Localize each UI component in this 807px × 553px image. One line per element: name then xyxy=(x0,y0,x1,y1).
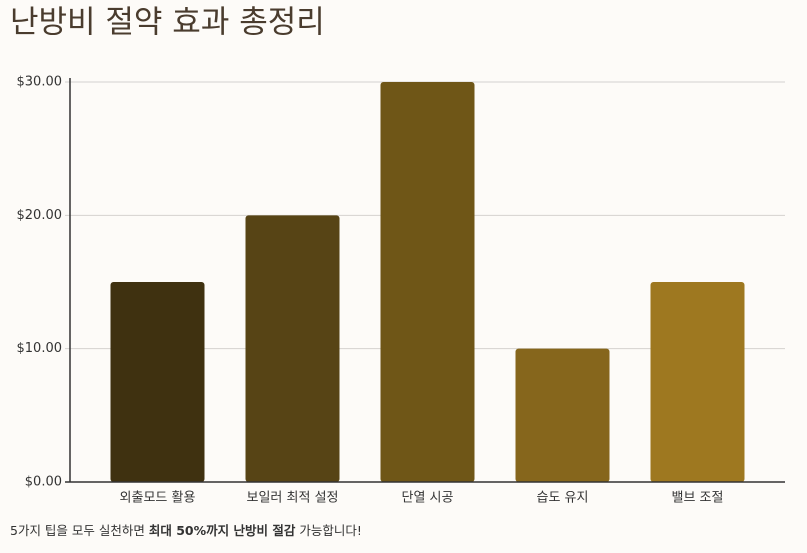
x-tick-label: 외출모드 활용 xyxy=(120,491,196,506)
bar xyxy=(380,82,475,482)
x-tick-label: 보일러 최적 설정 xyxy=(247,491,339,506)
footnote-text: 가능합니다! xyxy=(295,523,362,538)
x-tick-label: 습도 유지 xyxy=(537,491,589,506)
y-tick-label: $20.00 xyxy=(17,208,63,223)
x-tick-label: 단열 시공 xyxy=(402,491,454,506)
y-tick-label: $10.00 xyxy=(17,341,63,356)
bar xyxy=(650,282,745,482)
bar xyxy=(245,215,340,483)
bar xyxy=(110,282,205,482)
bar xyxy=(515,348,610,482)
y-tick-label: $0.00 xyxy=(25,475,62,490)
y-tick-label: $30.00 xyxy=(17,75,63,90)
chart-title: 난방비 절약 효과 총정리 xyxy=(10,5,325,41)
footnote-emphasis: 최대 50%까지 난방비 절감 xyxy=(149,523,296,538)
x-tick-label: 밸브 조절 xyxy=(672,491,724,506)
footnote: 5가지 팁을 모두 실천하면 최대 50%까지 난방비 절감 가능합니다! xyxy=(10,523,362,538)
footnote-text: 5가지 팁을 모두 실천하면 xyxy=(10,523,149,538)
